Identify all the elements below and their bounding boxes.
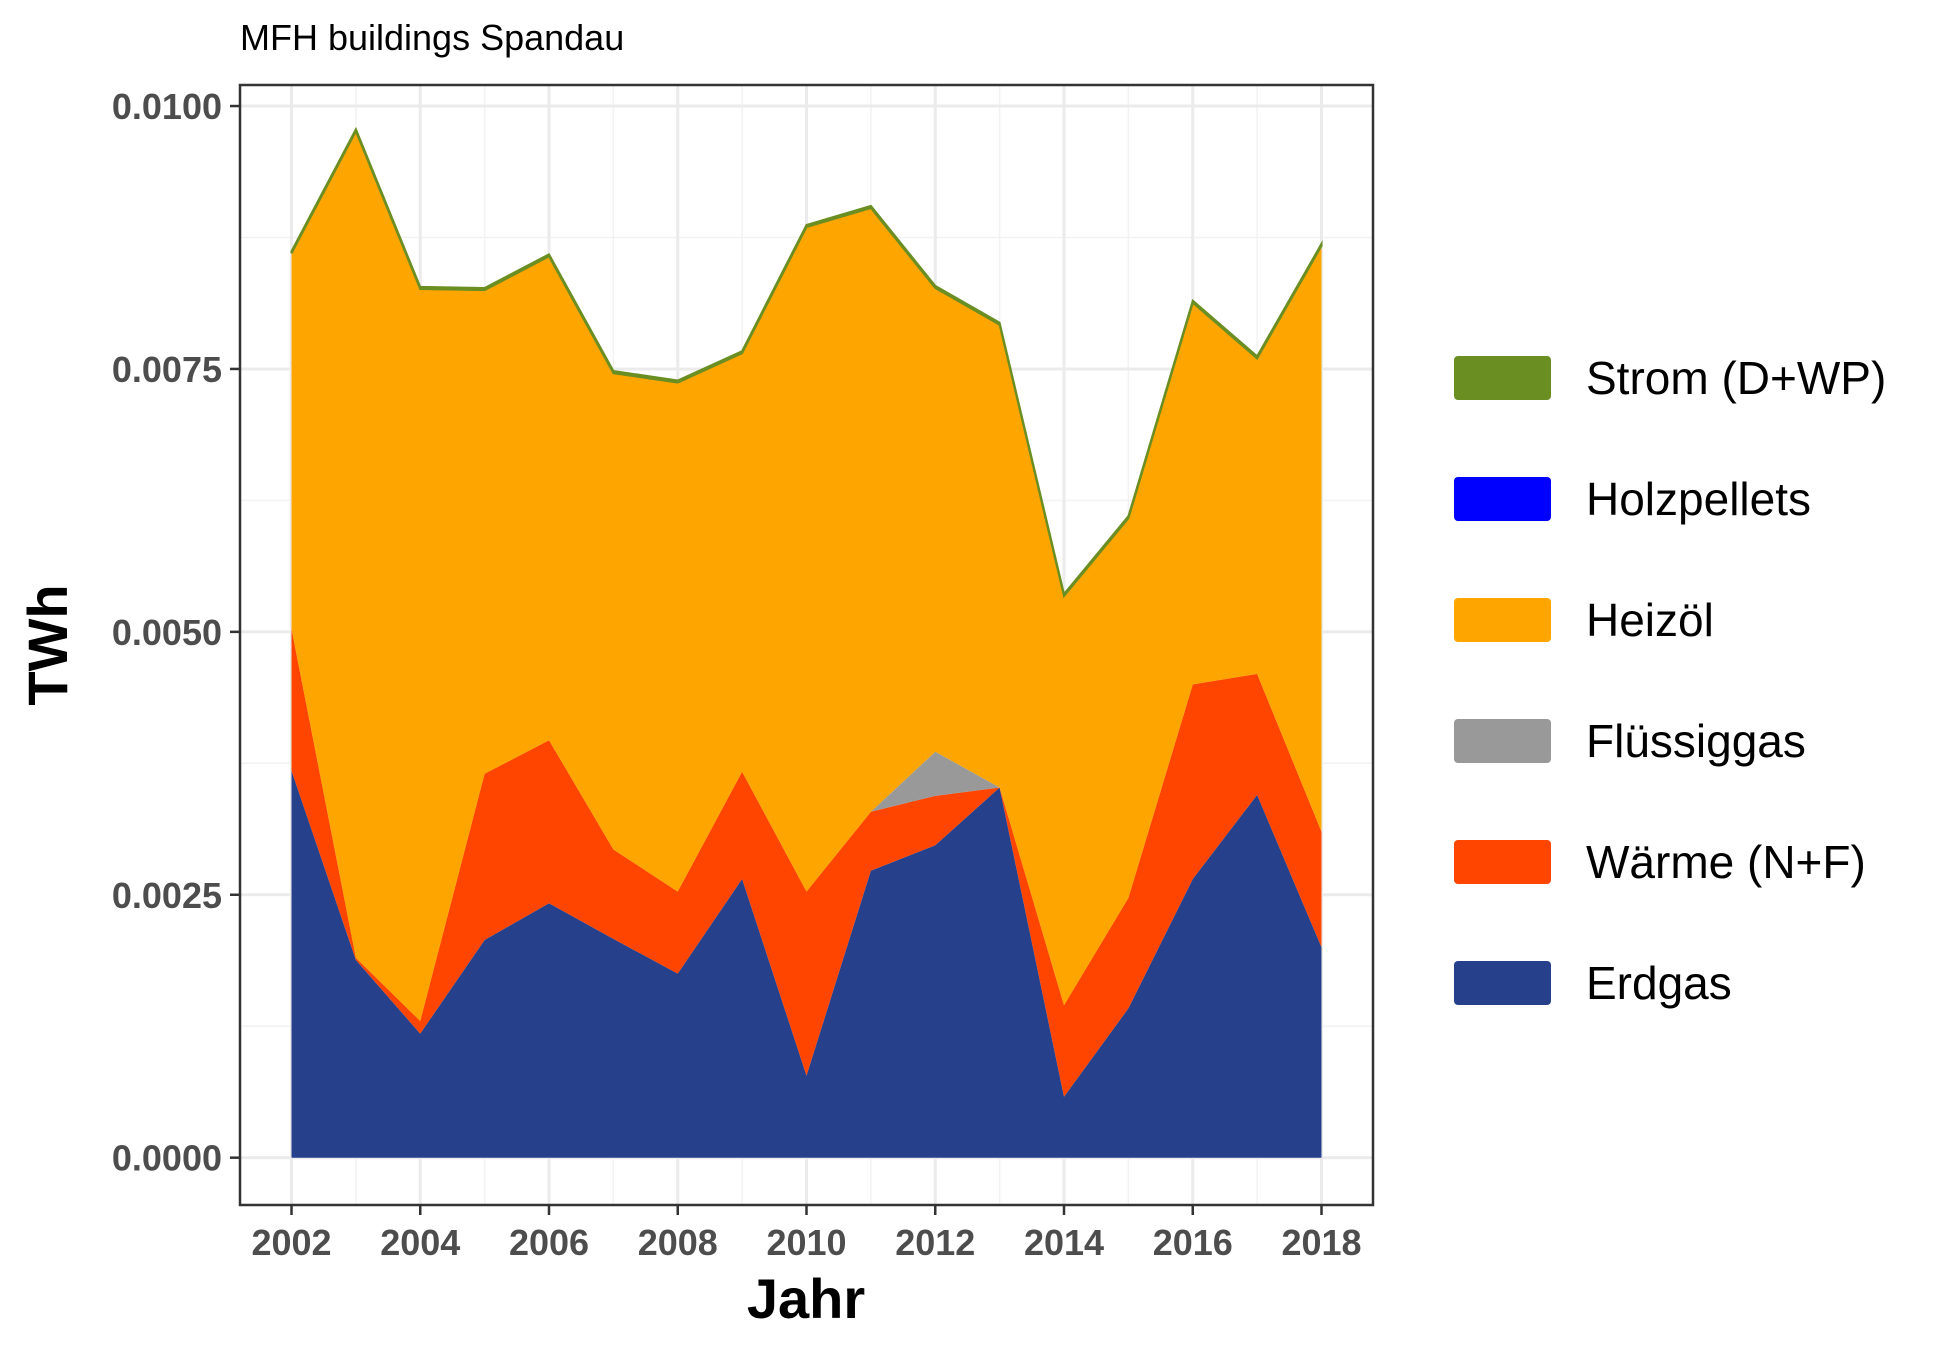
legend-label: Heizöl: [1586, 594, 1714, 646]
legend-swatch: [1454, 598, 1551, 642]
area-series: [290, 126, 1323, 1158]
legend-label: Erdgas: [1586, 957, 1732, 1009]
y-tick-label: 0.0025: [112, 875, 222, 916]
legend-swatch: [1454, 840, 1551, 884]
legend-swatch: [1454, 356, 1551, 400]
x-tick-label: 2012: [895, 1222, 975, 1263]
x-tick-label: 2016: [1153, 1222, 1233, 1263]
legend-swatch: [1454, 719, 1551, 763]
area-strom-d-wp: [290, 126, 1323, 599]
y-axis: 0.0000 0.0025 0.0050 0.0075 0.0100: [112, 86, 240, 1179]
x-tick-label: 2006: [509, 1222, 589, 1263]
chart-title: MFH buildings Spandau: [240, 17, 624, 58]
area-w-rme-n-f: [291, 628, 1322, 1097]
legend-label: Strom (D+WP): [1586, 352, 1886, 404]
area-heiz-l: [291, 131, 1322, 1022]
y-axis-title: TWh: [16, 584, 79, 705]
x-tick-label: 2004: [380, 1222, 460, 1263]
x-tick-label: 2018: [1281, 1222, 1361, 1263]
x-tick-label: 2014: [1024, 1222, 1104, 1263]
legend-label: Flüssiggas: [1586, 715, 1806, 767]
legend-label: Holzpellets: [1586, 473, 1811, 525]
legend-swatch: [1454, 961, 1551, 1005]
area-erdgas: [291, 770, 1322, 1158]
y-tick-label: 0.0075: [112, 349, 222, 390]
y-tick-label: 0.0000: [112, 1138, 222, 1179]
legend-label: Wärme (N+F): [1586, 836, 1866, 888]
x-axis-title: Jahr: [747, 1267, 865, 1330]
y-tick-label: 0.0050: [112, 612, 222, 653]
legend-swatch: [1454, 477, 1551, 521]
x-tick-label: 2008: [638, 1222, 718, 1263]
x-axis: 2002 2004 2006 2008 2010 2012 2014 2016 2018: [251, 1205, 1362, 1263]
x-tick-label: 2010: [766, 1222, 846, 1263]
x-tick-label: 2002: [251, 1222, 331, 1263]
legend: Strom (D+WP) Holzpellets Heizöl Flüssiggas W…: [1454, 352, 1886, 1009]
y-tick-label: 0.0100: [112, 86, 222, 127]
